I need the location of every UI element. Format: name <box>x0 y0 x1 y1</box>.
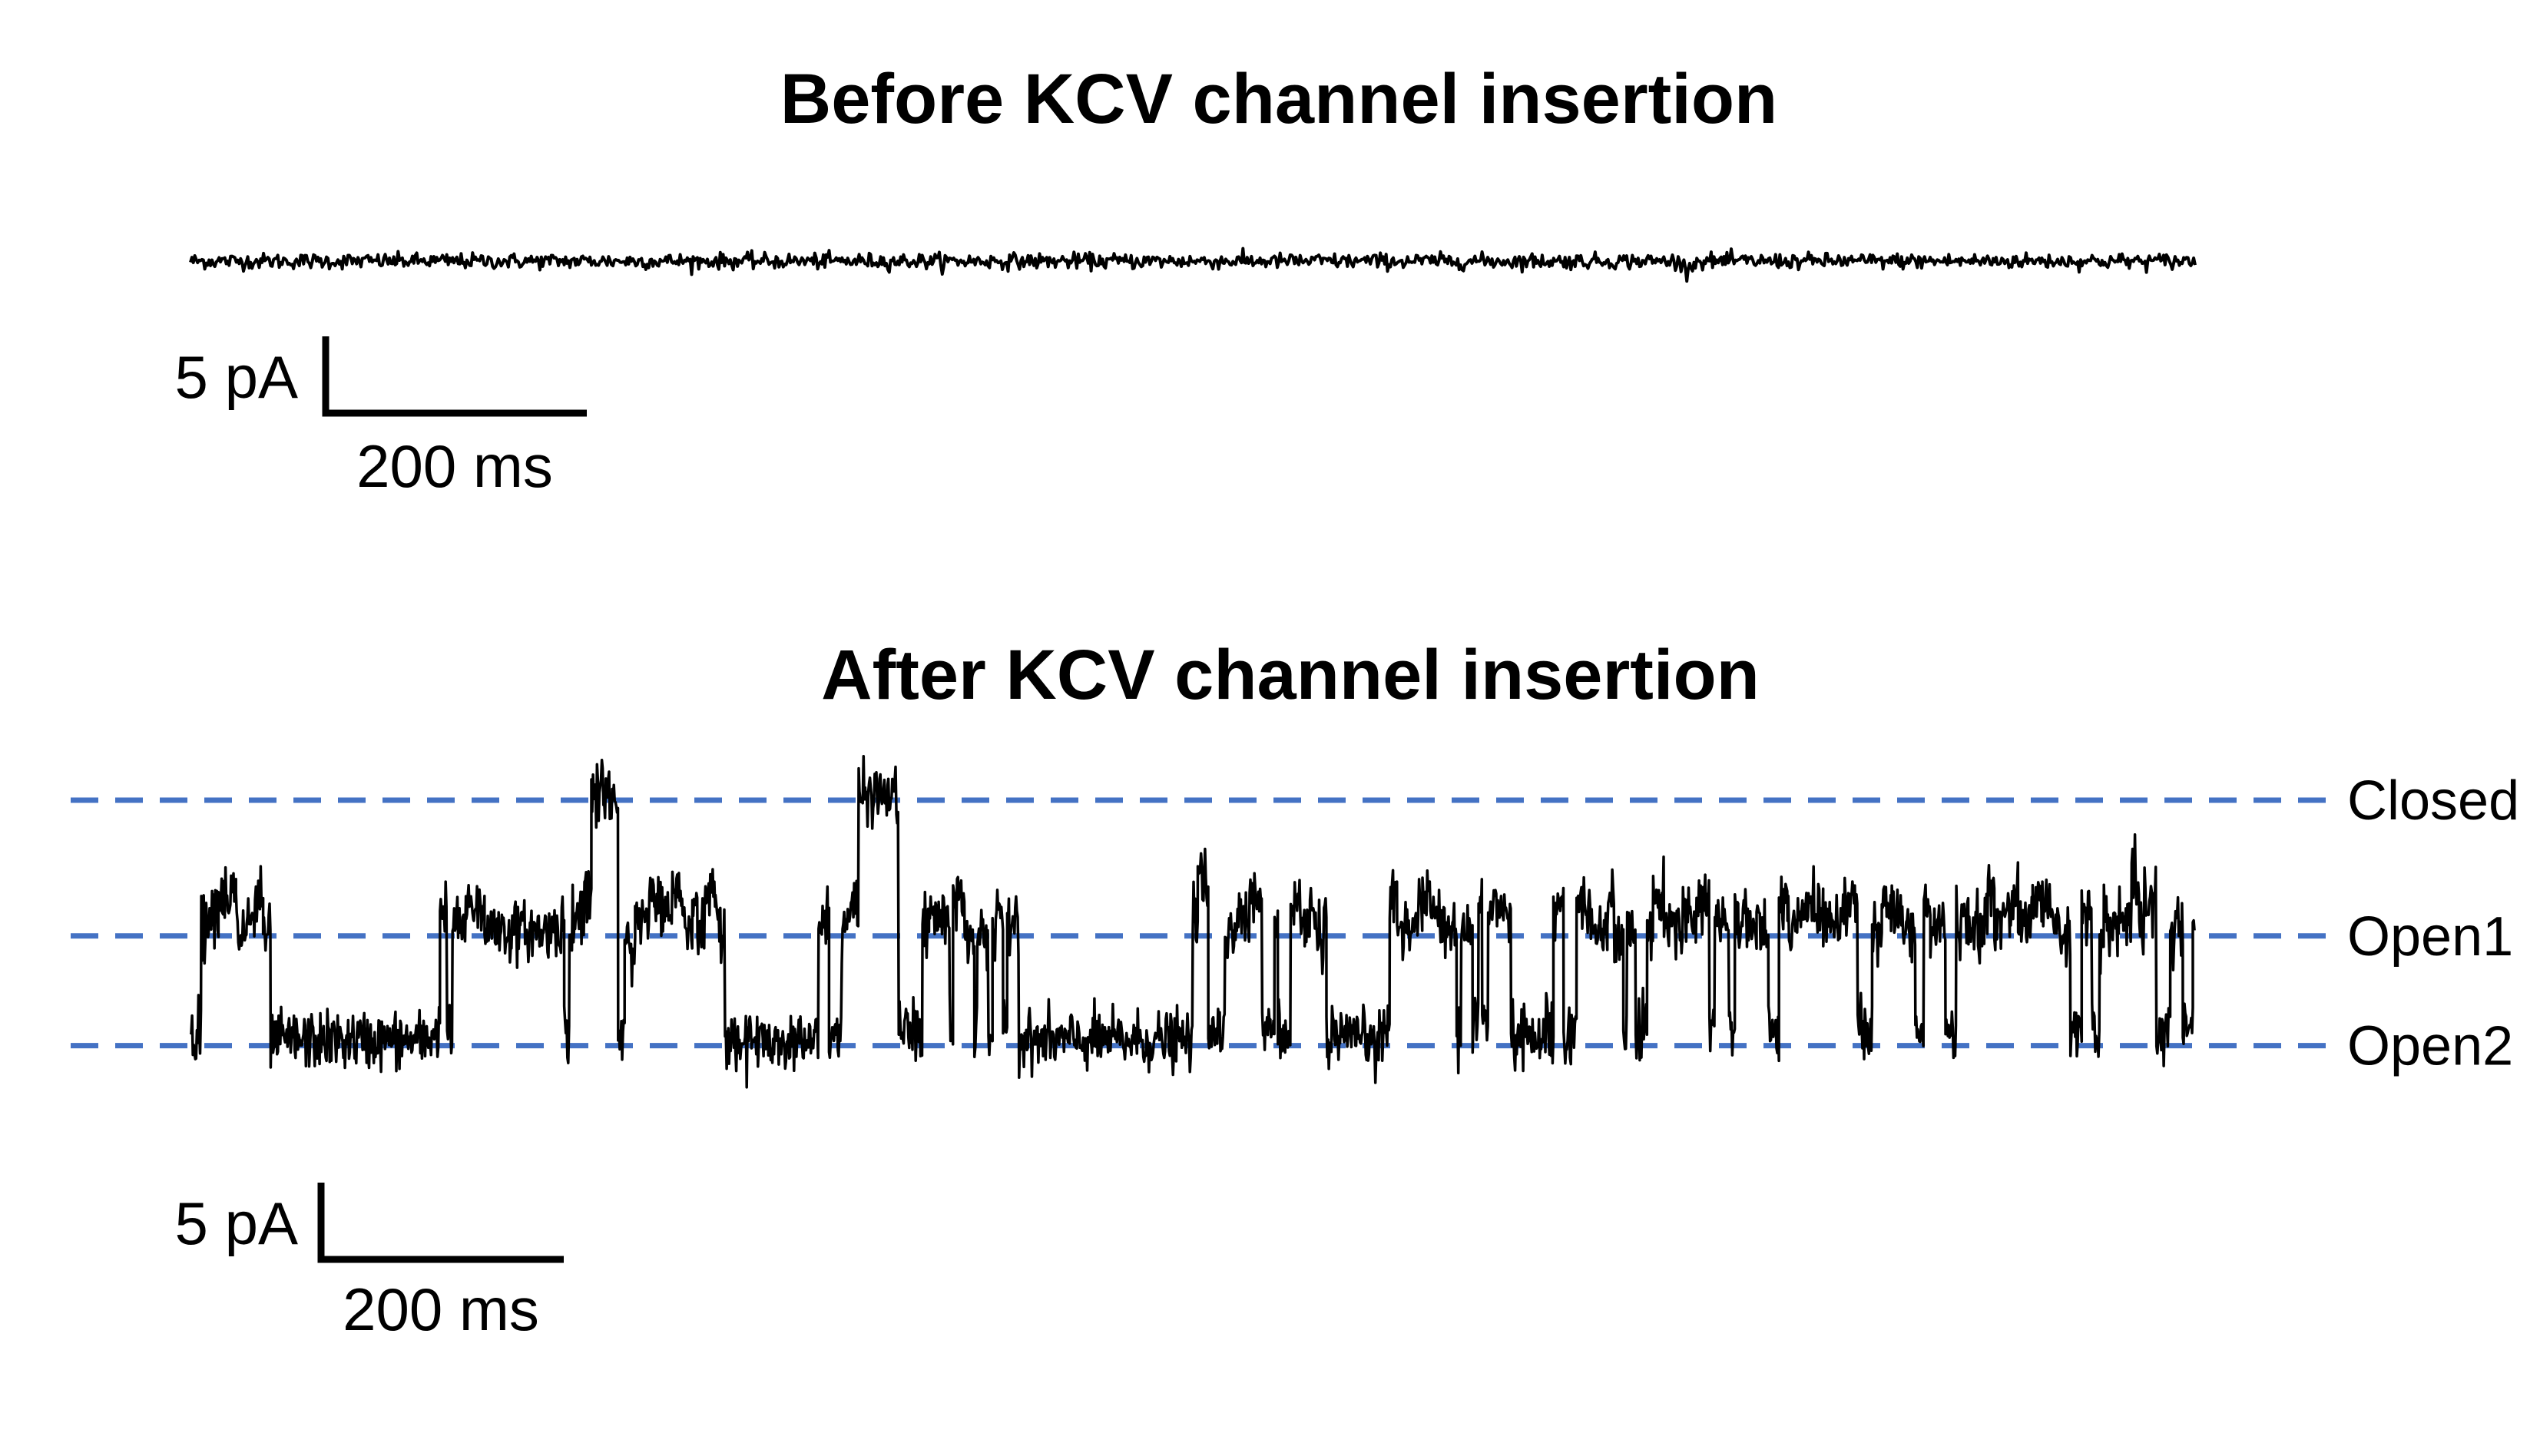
level-label-closed: Closed <box>2347 770 2519 832</box>
trace-after <box>189 754 2196 1089</box>
level-label-open2: Open2 <box>2347 1016 2513 1077</box>
scale-current-before: 5 pA <box>175 343 298 411</box>
chart-title-after: After KCV channel insertion <box>821 636 1760 714</box>
panel-after: After KCV channel insertion Closed Open1 O… <box>71 636 2519 1343</box>
level-label-open1: Open1 <box>2347 906 2513 968</box>
scale-bar-before-lines <box>322 336 587 417</box>
scale-current-after: 5 pA <box>175 1190 298 1257</box>
scale-bar-after-lines <box>317 1183 564 1263</box>
scale-bar-after: 5 pA 200 ms <box>175 1183 564 1343</box>
level-lines: Closed Open1 Open2 <box>71 770 2519 1077</box>
panel-before: Before KCV channel insertion 5 pA 200 ms <box>175 60 2197 500</box>
scale-time-after: 200 ms <box>343 1276 539 1343</box>
trace-before <box>189 247 2197 283</box>
scale-time-before: 200 ms <box>356 432 553 500</box>
scale-bar-before: 5 pA 200 ms <box>175 336 587 500</box>
chart-title-before: Before KCV channel insertion <box>780 60 1777 138</box>
